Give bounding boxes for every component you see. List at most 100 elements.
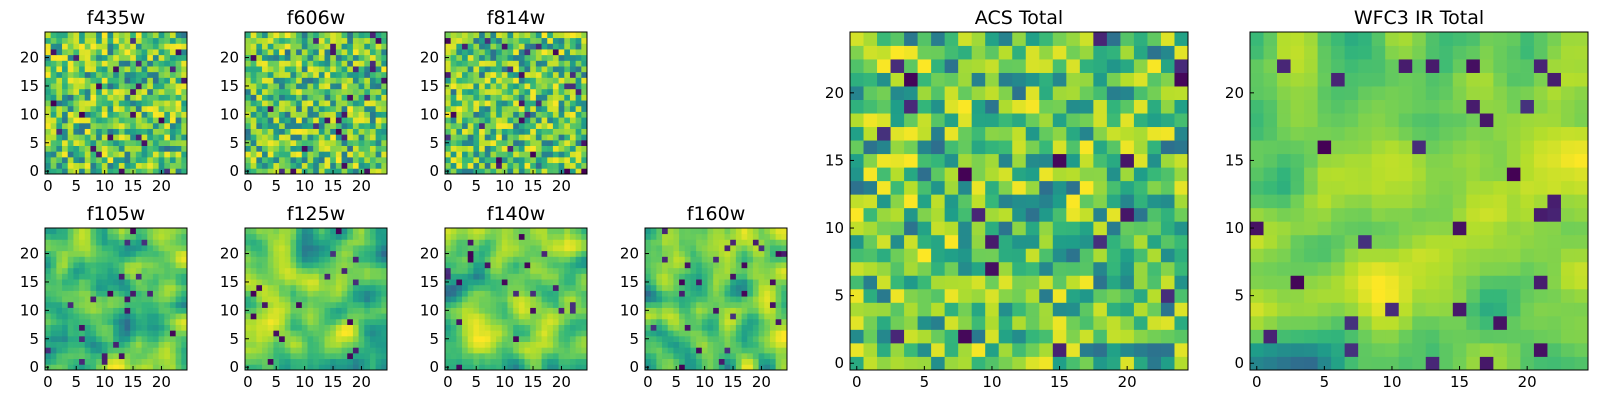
heatmap-cell	[90, 151, 97, 158]
heatmap-cell	[45, 32, 52, 39]
heatmap-cell	[381, 307, 388, 314]
heatmap-cell	[175, 352, 182, 360]
heatmap-cell	[262, 341, 269, 348]
heatmap-cell	[45, 49, 52, 56]
y-tick-label: 10	[220, 301, 239, 319]
heatmap-cell	[152, 335, 159, 342]
heatmap-cell	[581, 347, 588, 354]
heatmap-cell	[56, 233, 63, 240]
heatmap-cell	[147, 60, 154, 67]
heatmap-cell	[318, 301, 325, 308]
heatmap-cell	[735, 335, 742, 342]
heatmap-cell	[769, 324, 777, 331]
heatmap-cell	[347, 324, 354, 331]
heatmap-cell	[535, 267, 542, 274]
heatmap-cell	[324, 139, 331, 146]
heatmap-cell	[335, 54, 342, 61]
heatmap-cell	[135, 347, 142, 354]
heatmap-cell	[769, 239, 777, 246]
heatmap-cell	[107, 71, 114, 78]
heatmap-cell	[262, 139, 269, 146]
heatmap-cell	[147, 301, 154, 308]
heatmap-cell	[50, 37, 57, 44]
heatmap-cell	[164, 88, 171, 95]
heatmap-cell	[141, 49, 148, 56]
heatmap-cell	[971, 194, 986, 209]
heatmap-cell	[558, 245, 565, 252]
heatmap-cell	[124, 262, 131, 269]
heatmap-cell	[301, 250, 308, 257]
heatmap-cell	[735, 256, 742, 263]
heatmap-cell	[513, 71, 520, 78]
heatmap-cell	[479, 117, 486, 124]
heatmap-cell	[558, 301, 565, 308]
heatmap-cell	[96, 145, 103, 152]
y-tick-label: 5	[229, 134, 239, 152]
heatmap-cell	[479, 105, 486, 112]
heatmap-cell	[256, 49, 263, 56]
heatmap-cell	[147, 49, 154, 56]
heatmap-cell	[547, 168, 554, 175]
heatmap-cell	[369, 307, 377, 314]
heatmap-cell	[130, 273, 137, 280]
heatmap-cell	[752, 335, 759, 342]
panel-title: f125w	[287, 203, 346, 225]
heatmap-cell	[67, 250, 74, 257]
heatmap-cell	[135, 105, 142, 112]
panel-title: f606w	[287, 7, 346, 29]
heatmap-cell	[175, 128, 182, 135]
heatmap-cell	[673, 245, 680, 252]
heatmap-cell	[175, 296, 182, 303]
heatmap-cell	[581, 43, 588, 50]
heatmap-cell	[547, 54, 554, 61]
heatmap-cell	[79, 100, 86, 107]
heatmap-cell	[369, 139, 377, 146]
heatmap-cell	[479, 162, 486, 169]
heatmap-cell	[1012, 261, 1027, 276]
heatmap-cell	[530, 43, 537, 50]
heatmap-cell	[147, 318, 154, 325]
heatmap-cell	[547, 296, 554, 303]
heatmap-cell	[575, 318, 582, 325]
heatmap-cell	[141, 77, 148, 84]
heatmap-cell	[530, 77, 537, 84]
heatmap-cell	[998, 180, 1013, 195]
x-tick-label: 15	[723, 373, 742, 391]
heatmap-cell	[467, 307, 474, 314]
heatmap-cell	[524, 151, 531, 158]
heatmap-cell	[124, 352, 131, 360]
heatmap-cell	[575, 290, 582, 297]
heatmap-cell	[262, 324, 269, 331]
heatmap-cell	[96, 364, 103, 371]
heatmap-cell	[645, 352, 652, 360]
heatmap-cell	[581, 245, 588, 252]
heatmap-cell	[456, 324, 463, 331]
heatmap-cell	[769, 330, 777, 337]
heatmap-cell	[764, 279, 771, 286]
heatmap-cell	[552, 49, 559, 56]
heatmap-cell	[484, 352, 491, 360]
heatmap-cell	[67, 239, 74, 246]
heatmap-cell	[775, 250, 782, 257]
heatmap-cell	[484, 100, 491, 107]
heatmap-cell	[484, 313, 491, 320]
heatmap-cell	[358, 233, 365, 240]
heatmap-cell	[84, 262, 91, 269]
heatmap-cell	[101, 250, 108, 257]
heatmap-cell	[684, 352, 691, 360]
heatmap-cell	[262, 313, 269, 320]
heatmap-cell	[284, 290, 291, 297]
heatmap-cell	[158, 111, 165, 118]
heatmap-cell	[381, 233, 388, 240]
heatmap-cell	[552, 111, 559, 118]
heatmap-cell	[369, 318, 377, 325]
heatmap-cell	[364, 156, 371, 164]
heatmap-cell	[524, 156, 531, 164]
heatmap-cell	[775, 290, 782, 297]
heatmap-cell	[318, 330, 325, 337]
heatmap-cell	[473, 71, 480, 78]
heatmap-cell	[313, 139, 320, 146]
heatmap-cell	[175, 49, 182, 56]
heatmap-cell	[335, 145, 342, 152]
heatmap-cell	[747, 262, 754, 269]
